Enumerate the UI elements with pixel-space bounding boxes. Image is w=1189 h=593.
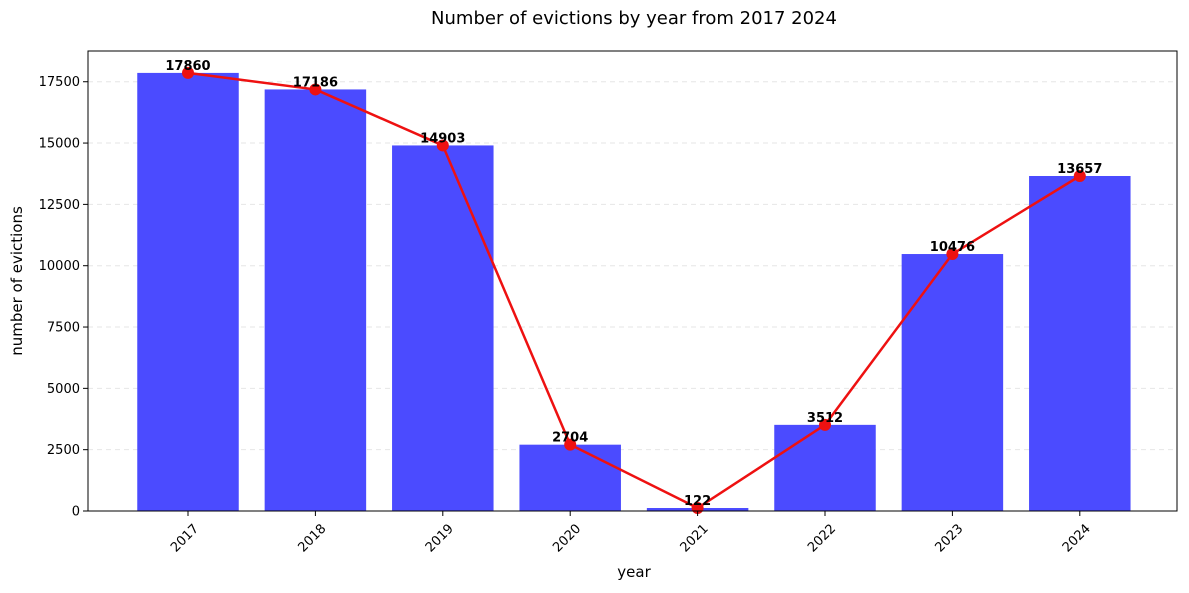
y-tick-label: 2500 bbox=[47, 443, 80, 458]
marker-2020 bbox=[564, 438, 577, 451]
gridlines bbox=[88, 81, 1177, 451]
x-tick-label: 2024 bbox=[1060, 521, 1094, 555]
y-axis-title: number of evictions bbox=[8, 206, 26, 356]
y-tick-label: 7500 bbox=[47, 321, 80, 336]
bar-2020 bbox=[519, 444, 621, 511]
bar-2017 bbox=[137, 72, 239, 512]
trend-line-layer bbox=[187, 71, 1081, 510]
x-tick-label: 2023 bbox=[932, 521, 966, 555]
x-tick-label: 2017 bbox=[168, 521, 202, 555]
bar-2018 bbox=[264, 89, 367, 511]
marker-2023 bbox=[946, 248, 959, 261]
bar-2023 bbox=[901, 254, 1004, 512]
marker-2019 bbox=[436, 139, 449, 152]
y-tick-label: 12500 bbox=[39, 198, 80, 213]
x-tick-label: 2019 bbox=[423, 521, 457, 555]
bars bbox=[137, 72, 1131, 512]
data-label-2022: 3512 bbox=[807, 411, 843, 426]
data-labels: 17860 17186 14903 2704 122 3512 10476 13657 bbox=[165, 59, 1102, 509]
bar-2022 bbox=[774, 424, 876, 511]
bar-2024 bbox=[1029, 176, 1131, 511]
data-label-2017: 17860 bbox=[165, 59, 210, 74]
data-label-2019: 14903 bbox=[420, 131, 465, 146]
y-tick-label: 17500 bbox=[39, 75, 80, 90]
marker-2022 bbox=[819, 418, 831, 431]
marker-2018 bbox=[309, 83, 322, 96]
marker-2017 bbox=[182, 66, 194, 79]
x-tick-label: 2022 bbox=[805, 521, 839, 555]
trend-line bbox=[187, 71, 1081, 510]
y-tick-label: 0 bbox=[72, 505, 80, 520]
data-label-2023: 10476 bbox=[930, 240, 975, 255]
data-label-2021: 122 bbox=[684, 494, 711, 509]
y-tick-label: 15000 bbox=[39, 137, 80, 152]
plot-frame bbox=[87, 50, 1178, 512]
data-label-2018: 17186 bbox=[293, 75, 338, 90]
x-axis-title: year bbox=[617, 563, 651, 581]
x-tick-label: 2021 bbox=[678, 521, 712, 555]
x-tick-label: 2020 bbox=[550, 521, 584, 555]
marker-2024 bbox=[1073, 170, 1086, 183]
chart-title: Number of evictions by year from 2017 20… bbox=[431, 8, 837, 29]
y-tick-label: 10000 bbox=[39, 259, 80, 274]
data-label-2024: 13657 bbox=[1057, 162, 1102, 177]
x-tick-label: 2018 bbox=[295, 521, 329, 555]
data-label-2020: 2704 bbox=[552, 431, 588, 446]
y-tick-label: 5000 bbox=[47, 382, 80, 397]
bar-2019 bbox=[392, 145, 494, 511]
